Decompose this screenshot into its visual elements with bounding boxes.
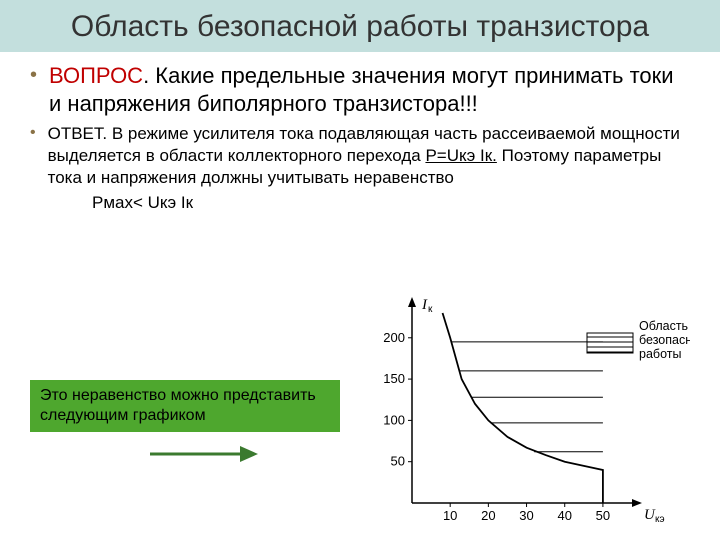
svg-text:30: 30	[519, 508, 533, 523]
question-row: • ВОПРОС. Какие предельные значения могу…	[30, 62, 690, 119]
svg-text:I: I	[421, 297, 428, 313]
svg-text:работы: работы	[639, 347, 681, 361]
answer-label: ОТВЕТ.	[48, 124, 108, 143]
green-note-box: Это неравенство можно представить следую…	[30, 380, 340, 432]
svg-text:кэ: кэ	[655, 514, 665, 525]
svg-text:20: 20	[481, 508, 495, 523]
answer-eq: Р=Uкэ Iк.	[425, 146, 496, 165]
question-text: ВОПРОС. Какие предельные значения могут …	[49, 62, 690, 119]
question-body: . Какие предельные значения могут приним…	[49, 63, 674, 117]
bullet-icon: •	[30, 123, 36, 189]
svg-text:150: 150	[383, 371, 405, 386]
answer-text: ОТВЕТ. В режиме усилителя тока подавляющ…	[48, 123, 690, 189]
green-note-text: Это неравенство можно представить следую…	[40, 386, 330, 426]
content-area: • ВОПРОС. Какие предельные значения могу…	[0, 52, 720, 213]
answer-row: • ОТВЕТ. В режиме усилителя тока подавля…	[30, 123, 690, 189]
soa-chart: 102030405050100150200IкUкэОбластьбезопас…	[370, 286, 690, 531]
svg-text:50: 50	[596, 508, 610, 523]
bullet-icon: •	[30, 62, 37, 119]
svg-text:200: 200	[383, 330, 405, 345]
svg-text:50: 50	[391, 454, 405, 469]
svg-text:безопасной: безопасной	[639, 333, 690, 347]
title-bar: Область безопасной работы транзистора	[0, 0, 720, 52]
svg-text:Область: Область	[639, 319, 688, 333]
question-label: ВОПРОС	[49, 63, 143, 88]
svg-text:100: 100	[383, 412, 405, 427]
arrow-icon	[150, 442, 260, 466]
svg-text:к: к	[428, 304, 433, 315]
page-title: Область безопасной работы транзистора	[20, 8, 700, 46]
inequality-text: Рмах< Uкэ Iк	[92, 193, 690, 213]
svg-text:10: 10	[443, 508, 457, 523]
svg-text:40: 40	[557, 508, 571, 523]
